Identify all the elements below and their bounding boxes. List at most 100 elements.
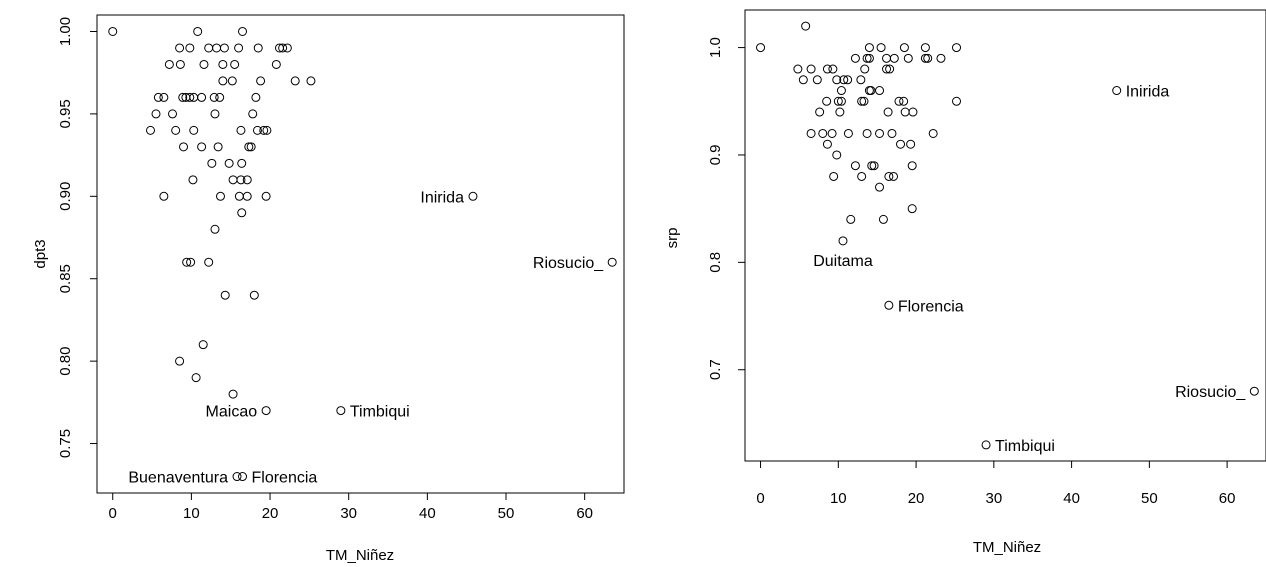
data-point [251,92,261,102]
x-tick-label: 60 [1219,490,1236,507]
x-tick-label: 0 [109,505,117,522]
data-point [193,26,203,36]
data-point [236,175,246,185]
data-point [869,161,879,171]
data-point [290,76,300,86]
data-point [883,107,893,117]
data-point [271,59,281,69]
y-tick-label: 1.00 [57,17,74,46]
y-tick-label: 0.9 [707,145,724,166]
data-point [215,92,225,102]
data-point [159,92,169,102]
data-point [210,109,220,119]
scatter-plot-srp: TM_Niñez srp 0 10 20 30 40 50 60 0.70.80.91.0 … [664,9,1266,556]
data-point [259,125,269,135]
point-label: Timbiqui [995,438,1055,455]
x-tick-label: 30 [340,505,357,522]
x-tick-label: 50 [1141,490,1158,507]
data-point [839,75,849,85]
data-point [822,64,832,74]
data-point [798,75,808,85]
data-point [875,182,885,192]
data-point [212,43,222,53]
data-point [261,191,271,201]
data-point [866,86,876,96]
data-point [875,128,885,138]
data-point [199,59,209,69]
data-point [191,373,201,383]
data-point [928,128,938,138]
data-point [832,150,842,160]
data-point [836,86,846,96]
data-point [262,125,272,135]
data-point [836,96,846,106]
scatter-plot-dpt3: TM_Niñez dpt3 0 10 20 30 40 50 60 0.75 0.80 0.85… [32,14,625,564]
x-axis: 0 10 20 30 40 50 60 [109,493,593,522]
data-point [832,75,842,85]
data-point [815,107,825,117]
data-point [827,128,837,138]
x-tick-label: 10 [183,505,200,522]
data-point [185,43,195,53]
point-label: Inirida [1126,84,1170,101]
data-point [887,128,897,138]
data-point [261,406,271,416]
x-tick-label: 40 [1063,490,1080,507]
y-tick-label: 0.95 [57,99,74,128]
data-point [219,43,229,53]
y-tick-label: 0.80 [57,347,74,376]
y-tick-label: 1.0 [707,37,724,58]
data-point [894,96,904,106]
data-point [242,191,252,201]
y-tick-label: 0.85 [57,264,74,293]
data-point [864,43,874,53]
y-axis-label: dpt3 [32,239,49,268]
data-point [920,53,930,63]
data-point [822,96,832,106]
data-point [843,75,853,85]
point-label: Riosucio_ [1175,384,1246,401]
data-point [952,43,962,53]
x-tick-label: 60 [576,505,593,522]
plot-frame [96,14,625,494]
data-point [227,76,237,86]
data-points [756,21,1259,450]
point-label: Inirida [420,189,464,206]
y-tick-label: 0.8 [707,252,724,273]
data-point [282,43,292,53]
data-point [793,64,803,74]
data-point [244,142,254,152]
data-point [168,109,178,119]
data-point [876,43,886,53]
data-point [896,139,906,149]
data-point [253,43,263,53]
data-point [857,96,867,106]
data-point [171,125,181,135]
data-point [238,26,248,36]
data-point [228,389,238,399]
data-point [207,158,217,168]
data-point [204,43,214,53]
data-point [829,171,839,181]
point-label: Riosucio_ [533,255,604,272]
data-point [242,175,252,185]
data-point [899,96,909,106]
data-point [850,161,860,171]
data-point [218,59,228,69]
data-point [920,43,930,53]
data-point [828,64,838,74]
data-point [903,53,913,63]
data-point [899,43,909,53]
data-point [224,158,234,168]
data-point [822,139,832,149]
data-point [833,96,843,106]
data-point [923,53,933,63]
y-axis-label: srp [664,228,681,249]
data-point [151,109,161,119]
data-point [175,356,185,366]
data-point [188,175,198,185]
data-point [189,125,199,135]
data-point [197,142,207,152]
data-point [843,128,853,138]
data-point [164,59,174,69]
